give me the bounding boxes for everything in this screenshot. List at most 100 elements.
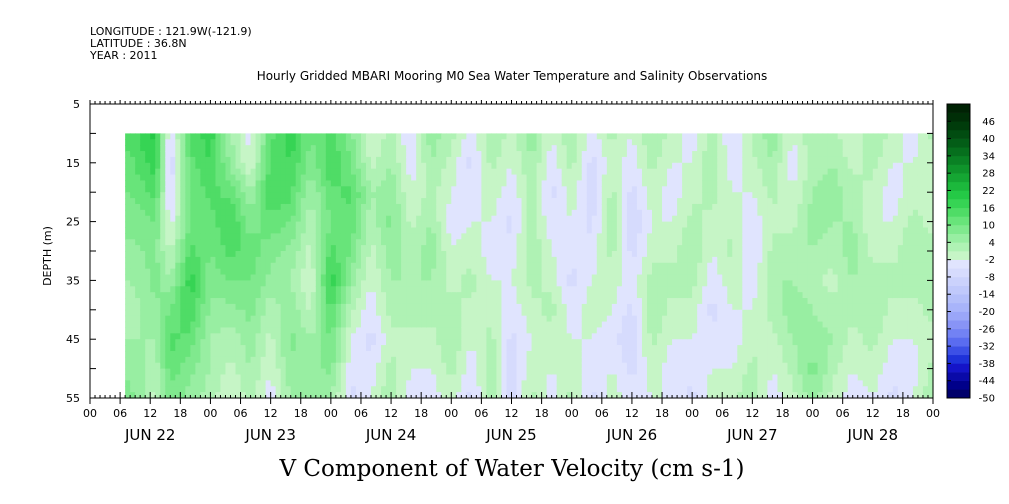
heatmap-cell [496,180,503,187]
heatmap-cell [285,298,292,305]
heatmap-cell [606,133,613,140]
heatmap-cell [205,162,212,170]
heatmap-cell [536,215,543,223]
heatmap-cell [536,392,543,399]
heatmap-cell [606,286,613,293]
heatmap-cell [601,374,608,381]
heatmap-cell [290,356,297,364]
heatmap-cell [516,268,523,276]
heatmap-cell [406,168,412,176]
heatmap-cell [195,168,201,176]
heatmap-cell [290,186,297,193]
heatmap-cell [285,333,292,340]
heatmap-cell [345,186,352,193]
heatmap-cell [441,227,447,234]
heatmap-cell [431,386,437,393]
heatmap-cell [365,292,372,299]
heatmap-cell [180,392,186,399]
heatmap-cell [305,380,312,387]
heatmap-cell [396,227,402,234]
heatmap-cell [165,292,171,299]
heatmap-cell [451,309,457,317]
heatmap-cell [200,186,207,193]
heatmap-cell [170,374,176,381]
heatmap-cell [641,203,648,211]
heatmap-cell [616,380,623,387]
heatmap-cell [621,333,628,340]
heatmap-cell [310,350,317,358]
heatmap-cell [471,321,477,329]
heatmap-cell [446,168,452,176]
heatmap-cell [596,198,603,205]
heatmap-cell [541,139,548,146]
heatmap-cell [626,292,633,299]
heatmap-cell [250,256,257,264]
heatmap-cell [170,386,176,393]
heatmap-cell [406,303,412,311]
heatmap-cell [541,180,548,187]
heatmap-cell [626,262,633,270]
heatmap-cell [621,292,628,299]
heatmap-cell [516,315,523,323]
heatmap-cell [451,174,457,182]
heatmap-cell [431,303,437,311]
heatmap-cell [330,174,337,182]
heatmap-cell [416,345,422,352]
heatmap-cell [190,362,196,370]
heatmap-cell [125,256,131,264]
heatmap-cell [581,315,588,323]
heatmap-cell [386,180,392,187]
heatmap-cell [275,256,282,264]
heatmap-cell [345,256,352,264]
heatmap-cell [641,374,648,381]
heatmap-cell [446,386,452,393]
heatmap-cell [210,392,217,399]
heatmap-cell [576,309,583,317]
heatmap-cell [491,303,498,311]
heatmap-cell [285,280,292,287]
heatmap-cell [546,280,553,287]
heatmap-cell [631,386,638,393]
heatmap-cell [566,203,573,211]
heatmap-cell [220,239,227,246]
heatmap-cell [125,374,131,381]
heatmap-cell [476,180,482,187]
heatmap-cell [541,309,548,317]
heatmap-cell [536,233,543,240]
heatmap-cell [290,286,297,293]
heatmap-cell [431,174,437,182]
heatmap-cell [140,162,146,170]
heatmap-cell [325,368,332,376]
heatmap-cell [150,203,156,211]
heatmap-cell [581,233,588,240]
heatmap-cell [245,145,252,152]
heatmap-cell [662,374,668,381]
heatmap-cell [255,321,262,329]
heatmap-cell [536,192,543,199]
heatmap-cell [195,174,201,182]
heatmap-cell [652,368,658,376]
heatmap-cell [285,309,292,317]
heatmap-cell [270,227,277,234]
heatmap-cell [581,215,588,223]
heatmap-cell [175,251,181,258]
heatmap-cell [491,198,498,205]
heatmap-cell [496,386,503,393]
heatmap-cell [541,303,548,311]
heatmap-cell [190,256,196,264]
heatmap-cell [476,298,482,305]
heatmap-cell [350,239,357,246]
heatmap-cell [586,221,593,229]
heatmap-cell [616,215,623,223]
heatmap-cell [416,327,422,334]
heatmap-cell [621,233,628,240]
heatmap-cell [576,303,583,311]
heatmap-cell [320,286,327,293]
heatmap-cell [601,309,608,317]
heatmap-cell [667,162,673,170]
heatmap-cell [371,274,377,281]
heatmap-cell [401,162,407,170]
heatmap-cell [185,174,191,182]
heatmap-cell [466,151,472,158]
heatmap-cell [245,221,252,229]
